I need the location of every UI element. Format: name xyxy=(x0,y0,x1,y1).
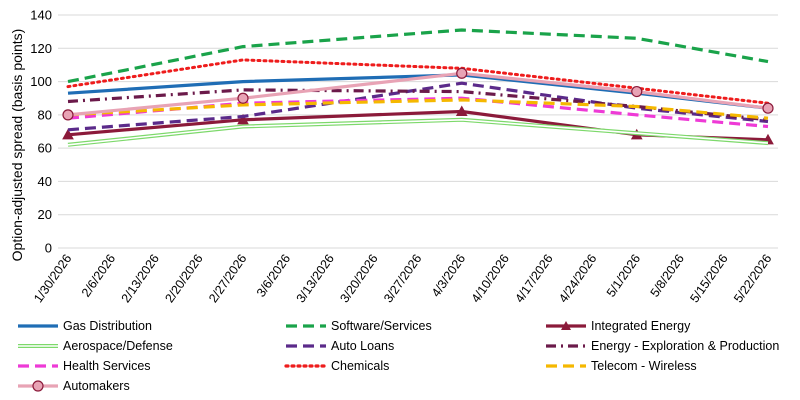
y-axis-title: Option-adjusted spread (basis points) xyxy=(9,29,25,262)
x-tick-label: 2/13/2026 xyxy=(119,252,162,306)
legend-item: Integrated Energy xyxy=(546,319,691,333)
legend-label: Health Services xyxy=(63,359,151,373)
data-point-marker xyxy=(455,105,468,117)
series-line xyxy=(67,81,769,132)
x-tick-label: 3/20/2026 xyxy=(337,252,380,306)
legend-item: Energy - Exploration & Production xyxy=(546,339,779,353)
gridlines xyxy=(58,14,778,249)
x-tick-label: 3/13/2026 xyxy=(294,252,337,306)
legend-marker xyxy=(561,321,571,330)
legend-label: Aerospace/Defense xyxy=(63,339,173,353)
legend-item: Chemicals xyxy=(284,359,389,373)
legend-label: Integrated Energy xyxy=(591,319,691,333)
data-point-marker xyxy=(762,102,774,114)
legend-label: Energy - Exploration & Production xyxy=(591,339,779,353)
x-tick-label: 5/22/2026 xyxy=(731,252,774,306)
x-tick-label: 5/15/2026 xyxy=(687,252,730,306)
y-tick-label: 40 xyxy=(38,174,52,189)
series-line-inner xyxy=(67,119,769,146)
series-line xyxy=(67,96,769,129)
legend-label: Gas Distribution xyxy=(63,319,152,333)
x-tick-label: 4/3/2026 xyxy=(429,252,468,300)
y-tick-label: 60 xyxy=(38,141,52,156)
legend-label: Chemicals xyxy=(331,359,389,373)
data-point-marker xyxy=(237,92,249,104)
legend-item: Auto Loans xyxy=(286,339,394,353)
y-axis-ticks: 0 20 40 60 80 100 120 140 xyxy=(30,8,52,256)
data-point-marker xyxy=(62,128,74,140)
legend-label: Software/Services xyxy=(331,319,432,333)
legend-item: Aerospace/Defense xyxy=(18,339,173,353)
legend-label: Automakers xyxy=(63,379,130,393)
legend: Gas Distribution Software/Services Integra… xyxy=(18,319,779,393)
legend-item: Telecom - Wireless xyxy=(546,359,697,373)
x-tick-label: 5/8/2026 xyxy=(648,252,687,300)
x-tick-label: 3/27/2026 xyxy=(381,252,424,306)
x-tick-label: 3/6/2026 xyxy=(254,252,293,300)
data-point-marker xyxy=(62,109,74,121)
series-lines xyxy=(62,28,774,147)
legend-item: Health Services xyxy=(18,359,151,373)
legend-label: Telecom - Wireless xyxy=(591,359,697,373)
series-line xyxy=(67,73,769,110)
x-tick-label: 4/17/2026 xyxy=(512,252,555,306)
x-tick-label: 2/27/2026 xyxy=(206,252,249,306)
data-point-marker xyxy=(456,67,468,79)
x-tick-label: 4/24/2026 xyxy=(556,252,599,306)
legend-marker xyxy=(32,380,44,392)
series-line xyxy=(67,117,769,147)
legend-item: Software/Services xyxy=(286,319,432,333)
series-line xyxy=(67,28,769,84)
x-tick-label: 2/20/2026 xyxy=(162,252,205,306)
x-tick-label: 1/30/2026 xyxy=(31,252,74,306)
x-tick-label: 2/6/2026 xyxy=(79,252,118,300)
legend-item: Automakers xyxy=(18,379,130,393)
y-tick-label: 0 xyxy=(45,241,52,256)
y-tick-label: 80 xyxy=(38,107,52,122)
data-point-marker xyxy=(237,113,249,125)
y-tick-label: 120 xyxy=(30,41,52,56)
y-tick-label: 20 xyxy=(38,207,52,222)
x-tick-label: 5/1/2026 xyxy=(604,252,643,300)
legend-label: Auto Loans xyxy=(331,339,394,353)
series-line xyxy=(67,88,769,122)
data-point-marker xyxy=(631,85,643,98)
y-tick-label: 100 xyxy=(30,74,52,89)
series-line xyxy=(67,98,769,120)
legend-item: Gas Distribution xyxy=(18,319,152,333)
x-tick-label: 4/10/2026 xyxy=(469,252,512,306)
x-axis-ticks: 1/30/2026 2/6/2026 2/13/2026 2/20/2026 2/27/… xyxy=(31,252,774,306)
y-tick-label: 140 xyxy=(30,8,52,23)
